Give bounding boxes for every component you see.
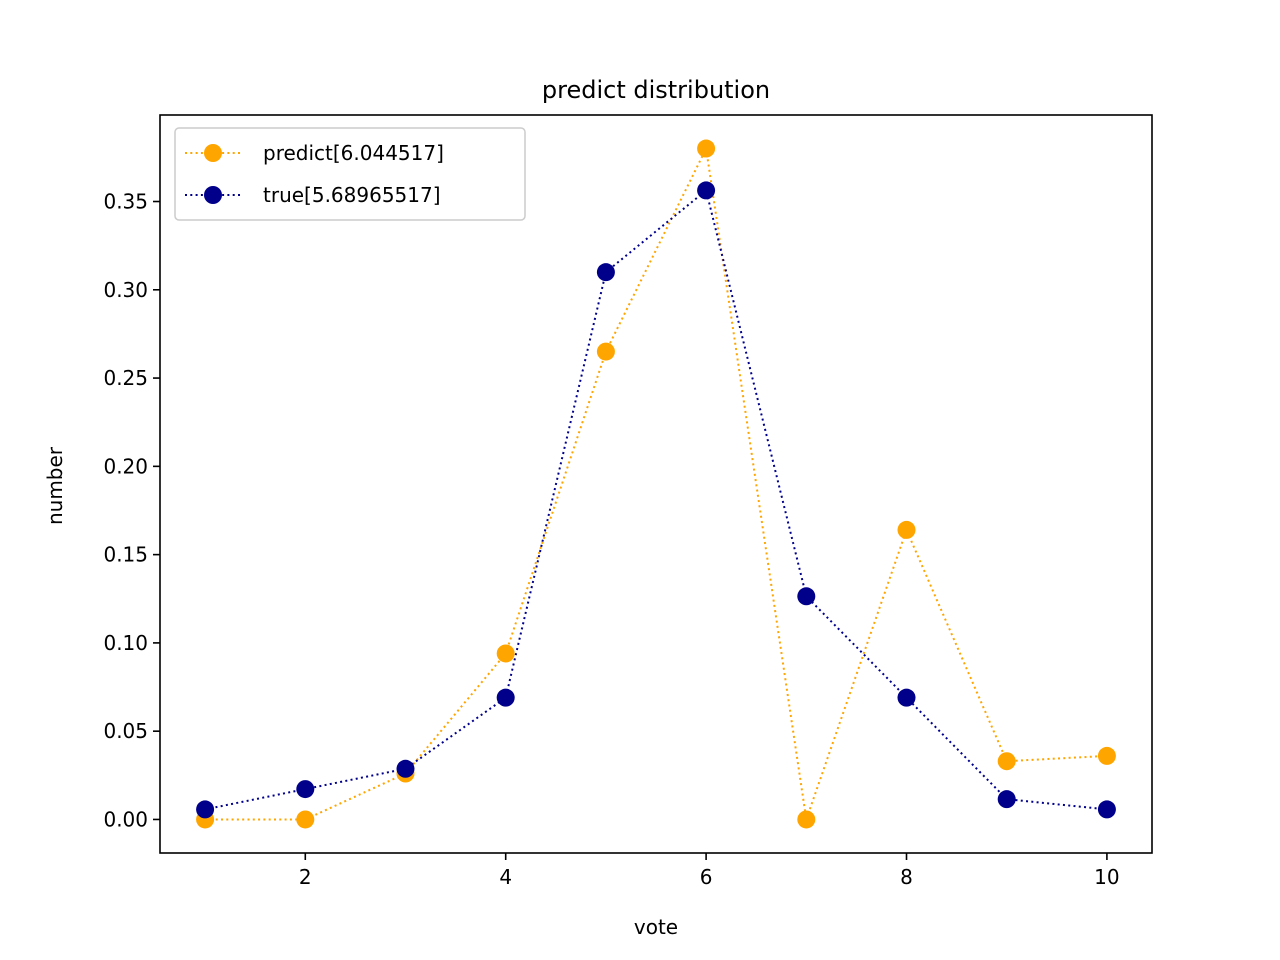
y-tick-label: 0.35: [103, 190, 148, 214]
legend-box: [174, 127, 526, 221]
x-tick-label: 2: [299, 865, 312, 889]
data-point: [596, 342, 615, 361]
y-tick-label: 0.10: [103, 631, 148, 655]
data-point: [596, 263, 615, 282]
data-point: [897, 520, 916, 539]
chart-title: predict distribution: [542, 76, 770, 104]
data-point: [196, 800, 215, 819]
x-tick-label: 6: [700, 865, 713, 889]
y-tick-label: 0.30: [103, 278, 148, 302]
data-point: [997, 752, 1016, 771]
y-tick-label: 0.25: [103, 366, 148, 390]
data-point: [897, 688, 916, 707]
data-point: [797, 587, 816, 606]
y-tick-label: 0.00: [103, 807, 148, 831]
legend: predict[6.044517] true[5.68965517]: [174, 127, 526, 221]
x-tick-label: 8: [900, 865, 913, 889]
data-point: [496, 644, 515, 663]
data-point: [997, 790, 1016, 809]
data-point: [697, 139, 716, 158]
legend-label: true[5.68965517]: [263, 183, 441, 207]
legend-label: predict[6.044517]: [263, 141, 444, 165]
series-line-predict: [205, 145, 1107, 821]
data-point: [1097, 746, 1116, 765]
plot-area: 2 4 6 8 10 0.00 0.05 0.10 0.15 0.20 0.25 0.30 0.35: [103, 114, 1153, 889]
y-tick-label: 0.20: [103, 454, 148, 478]
y-tick-label: 0.05: [103, 719, 148, 743]
data-point: [697, 181, 716, 200]
legend-marker: [204, 186, 222, 204]
x-axis-label: vote: [634, 915, 678, 939]
data-point: [396, 759, 415, 778]
y-tick-label: 0.15: [103, 543, 148, 567]
data-point: [1097, 800, 1116, 819]
data-point: [296, 780, 315, 799]
x-tick-label: 4: [499, 865, 512, 889]
y-axis-label: number: [43, 446, 67, 525]
data-point: [797, 810, 816, 829]
data-point: [296, 810, 315, 829]
x-tick-label: 10: [1094, 865, 1119, 889]
data-point: [496, 688, 515, 707]
axes-frame: [159, 114, 1153, 854]
legend-marker: [204, 144, 222, 162]
